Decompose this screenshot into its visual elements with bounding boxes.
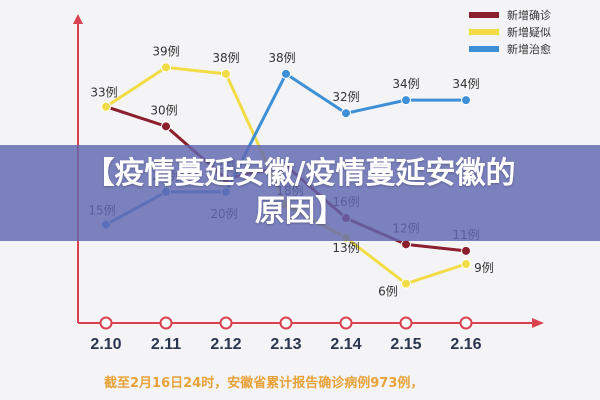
- y-axis-arrow: [73, 14, 83, 24]
- data-label: 13例: [332, 241, 359, 255]
- legend-label: 新增确诊: [507, 8, 551, 22]
- legend-label: 新增疑似: [507, 25, 551, 39]
- legend-swatch: [469, 29, 499, 35]
- data-point: [401, 239, 411, 250]
- data-point: [461, 245, 471, 256]
- footnote-text: 截至2月16日24时，安徽省累计报告确诊病例973例，: [104, 376, 424, 391]
- x-tick-marker: [459, 316, 473, 330]
- legend-swatch: [469, 46, 499, 52]
- data-point: [221, 68, 231, 79]
- x-tick-label: 2.14: [330, 336, 361, 353]
- x-tick-marker: [339, 316, 353, 330]
- data-point: [281, 68, 291, 79]
- x-tick-label: 2.13: [270, 336, 301, 353]
- data-label: 38例: [268, 51, 295, 65]
- data-point: [461, 95, 471, 106]
- data-label: 32例: [332, 90, 359, 104]
- data-point: [401, 278, 411, 289]
- x-axis-arrow: [532, 318, 544, 328]
- x-tick-marker: [399, 316, 413, 330]
- x-tick-label: 2.10: [90, 336, 121, 353]
- x-tick-marker: [159, 316, 173, 330]
- data-point: [161, 121, 171, 132]
- banner-title-line2: 原因】: [255, 194, 345, 229]
- x-tick-marker: [219, 316, 233, 330]
- title-banner: 【疫情蔓延安徽/疫情蔓延安徽的 原因】: [0, 145, 600, 241]
- data-label: 38例: [212, 51, 239, 65]
- data-label: 9例: [474, 261, 494, 275]
- data-label: 39例: [152, 44, 179, 58]
- data-label: 6例: [378, 285, 398, 299]
- legend-swatch: [469, 12, 499, 18]
- data-point: [401, 95, 411, 106]
- data-point: [341, 108, 351, 119]
- banner-title-line1: 【疫情蔓延安徽/疫情蔓延安徽的: [84, 156, 516, 191]
- x-tick-label: 2.11: [151, 336, 181, 353]
- x-tick-label: 2.12: [210, 336, 241, 353]
- data-label: 34例: [452, 77, 479, 91]
- x-tick-label: 2.16: [450, 336, 481, 353]
- data-point: [101, 101, 111, 112]
- x-tick-marker: [99, 316, 113, 330]
- x-tick-marker: [279, 316, 293, 330]
- data-label: 33例: [90, 86, 117, 100]
- data-label: 30例: [150, 103, 177, 117]
- data-point: [461, 259, 471, 269]
- data-label: 34例: [392, 77, 419, 91]
- legend-label: 新增治愈: [507, 42, 551, 56]
- x-tick-label: 2.15: [390, 336, 421, 353]
- data-point: [161, 62, 171, 73]
